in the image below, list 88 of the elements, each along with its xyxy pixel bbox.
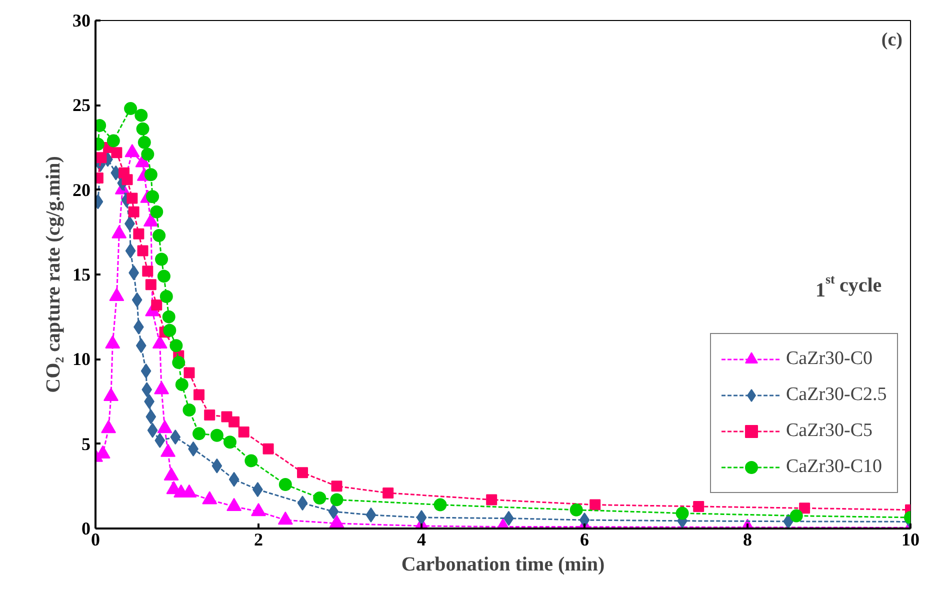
point bbox=[134, 108, 148, 122]
point bbox=[579, 512, 590, 528]
point bbox=[170, 430, 181, 445]
point bbox=[160, 290, 173, 303]
point bbox=[262, 443, 274, 454]
point bbox=[128, 206, 140, 218]
point bbox=[140, 364, 152, 379]
x-tick-label: 2 bbox=[254, 530, 263, 550]
point bbox=[172, 356, 186, 370]
point bbox=[297, 467, 308, 478]
point bbox=[151, 299, 162, 310]
point bbox=[145, 279, 156, 290]
point bbox=[416, 510, 427, 525]
point bbox=[136, 122, 150, 136]
point bbox=[146, 190, 160, 204]
x-tick-label: 8 bbox=[743, 530, 752, 550]
point bbox=[144, 168, 158, 182]
point bbox=[133, 228, 144, 240]
point bbox=[228, 472, 240, 487]
point bbox=[223, 436, 236, 449]
point bbox=[141, 148, 154, 161]
point bbox=[590, 499, 601, 510]
point bbox=[204, 410, 216, 421]
point bbox=[126, 192, 138, 204]
point bbox=[330, 493, 344, 506]
point bbox=[122, 174, 133, 186]
y-tick-label: 20 bbox=[72, 180, 90, 200]
point bbox=[162, 310, 176, 324]
point bbox=[163, 324, 176, 337]
legend-label: CaZr30-C5 bbox=[786, 420, 873, 442]
point bbox=[124, 102, 138, 116]
point bbox=[328, 504, 339, 520]
point bbox=[366, 507, 376, 522]
point bbox=[132, 292, 142, 308]
point bbox=[790, 509, 803, 522]
y-tick-label: 10 bbox=[72, 349, 90, 370]
legend-label: CaZr30-C10 bbox=[786, 456, 882, 478]
point bbox=[676, 506, 689, 520]
x-tick-label: 6 bbox=[580, 530, 589, 550]
y-axis-title: CO₂ capture rate (cg/g.min) bbox=[42, 156, 64, 393]
point bbox=[142, 382, 152, 398]
point bbox=[157, 270, 170, 283]
point bbox=[570, 503, 583, 516]
x-tick-label: 10 bbox=[902, 530, 920, 550]
point bbox=[125, 243, 136, 258]
point bbox=[297, 496, 308, 511]
y-tick-label: 30 bbox=[72, 10, 90, 30]
legend-label: CaZr30-C0 bbox=[786, 348, 873, 370]
x-tick-label: 4 bbox=[417, 530, 426, 550]
point bbox=[150, 205, 164, 218]
point bbox=[212, 458, 222, 474]
x-axis-title: Carbonation time (min) bbox=[401, 554, 605, 576]
point bbox=[147, 422, 158, 438]
point bbox=[184, 367, 195, 378]
point bbox=[137, 245, 148, 256]
point bbox=[106, 134, 120, 148]
point bbox=[799, 502, 810, 514]
point bbox=[783, 514, 794, 528]
point bbox=[382, 487, 394, 498]
point bbox=[228, 416, 240, 428]
point bbox=[486, 494, 498, 506]
y-tick-label: 15 bbox=[72, 264, 90, 284]
point bbox=[155, 252, 168, 266]
point bbox=[331, 480, 342, 492]
point bbox=[144, 394, 154, 409]
point bbox=[111, 147, 122, 158]
point bbox=[194, 389, 205, 400]
point bbox=[154, 432, 166, 448]
point bbox=[138, 136, 151, 149]
point bbox=[152, 229, 166, 242]
point bbox=[146, 409, 156, 424]
point bbox=[313, 492, 326, 505]
point bbox=[136, 338, 146, 354]
point bbox=[434, 498, 447, 512]
point bbox=[244, 454, 258, 468]
point bbox=[238, 426, 250, 438]
y-tick-label: 25 bbox=[72, 95, 90, 116]
point bbox=[192, 427, 206, 440]
point bbox=[210, 428, 224, 442]
point bbox=[142, 266, 154, 277]
legend-label: CaZr30-C2.5 bbox=[786, 384, 887, 406]
point bbox=[278, 478, 292, 491]
y-tick-label: 5 bbox=[82, 434, 90, 454]
point bbox=[175, 378, 188, 392]
point bbox=[182, 403, 196, 416]
point bbox=[170, 339, 183, 352]
point bbox=[693, 500, 704, 512]
annotation: (c) bbox=[881, 30, 903, 50]
